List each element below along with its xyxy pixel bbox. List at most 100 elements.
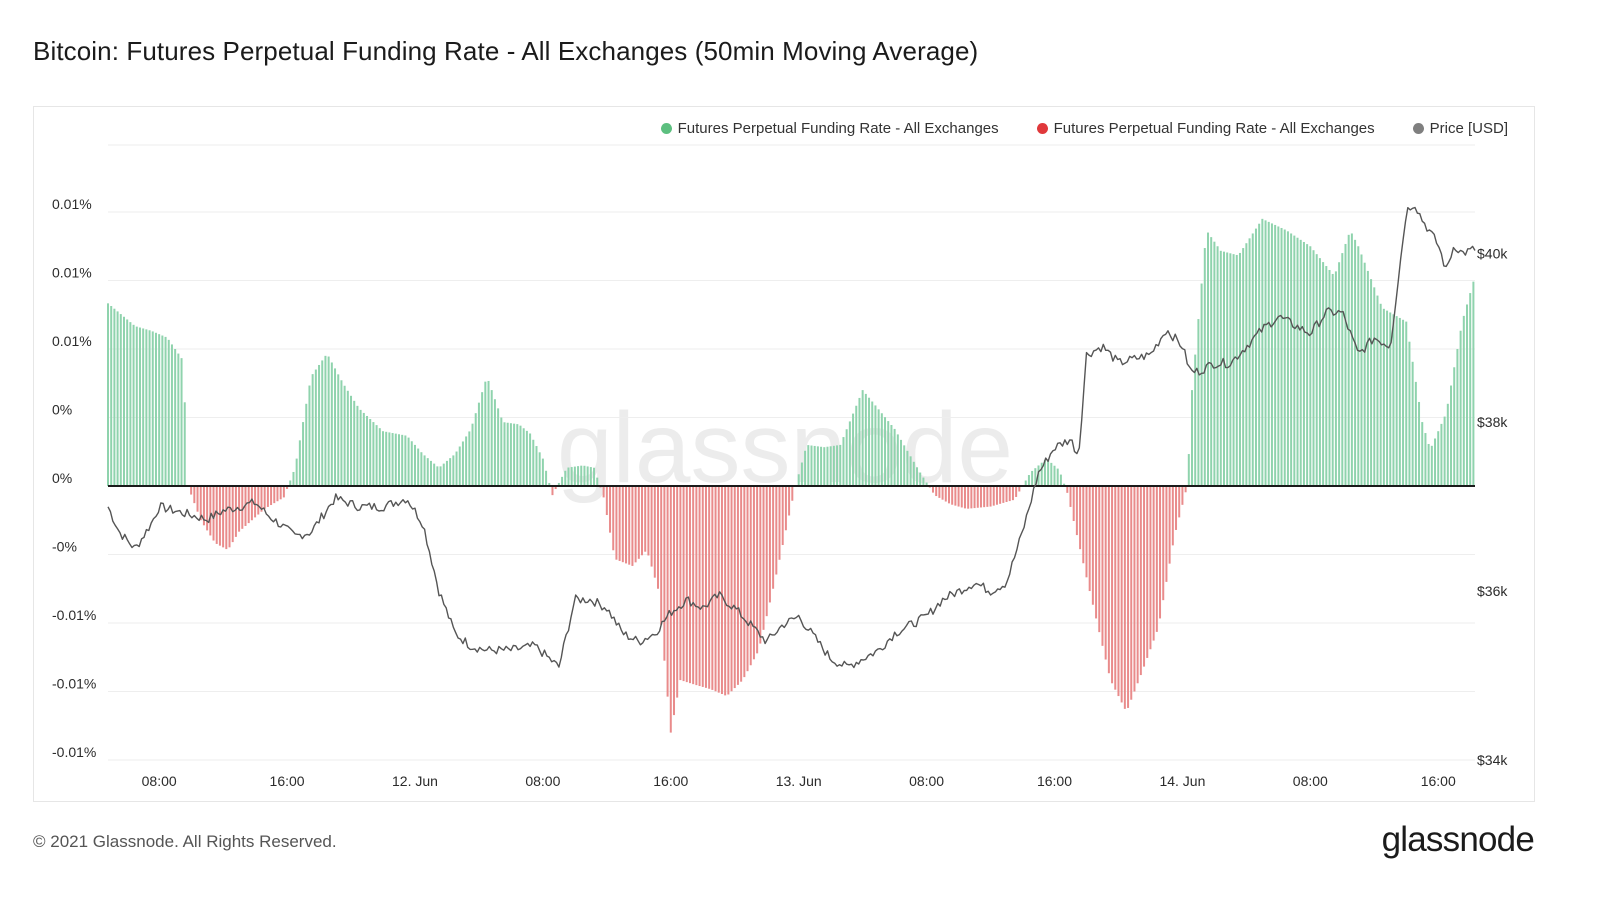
funding-bar-negative bbox=[1162, 486, 1165, 601]
funding-bar-positive bbox=[318, 364, 321, 486]
funding-bar-positive bbox=[1434, 438, 1437, 486]
funding-bar-positive bbox=[858, 397, 861, 486]
funding-bar-negative bbox=[1130, 486, 1133, 700]
copyright-text: © 2021 Glassnode. All Rights Reserved. bbox=[33, 832, 337, 851]
funding-bar-positive bbox=[1210, 237, 1213, 486]
funding-bar-negative bbox=[1171, 486, 1174, 546]
price-series bbox=[107, 206, 1476, 669]
funding-bar-positive bbox=[1031, 470, 1034, 486]
funding-bar-negative bbox=[1139, 486, 1142, 676]
funding-bar-positive bbox=[1037, 465, 1040, 486]
funding-bar-negative bbox=[1146, 486, 1149, 658]
funding-bar-negative bbox=[250, 486, 253, 521]
x-tick-label: 08:00 bbox=[909, 773, 944, 789]
funding-bar-negative bbox=[215, 486, 218, 544]
funding-bar-positive bbox=[1299, 239, 1302, 486]
funding-bar-positive bbox=[900, 439, 903, 486]
funding-bar-positive bbox=[1232, 254, 1235, 486]
funding-bar-positive bbox=[458, 446, 461, 486]
funding-bar-positive bbox=[452, 455, 455, 486]
x-tick-label: 12. Jun bbox=[392, 773, 438, 789]
funding-bar-negative bbox=[209, 486, 212, 536]
funding-bar-negative bbox=[749, 486, 752, 666]
funding-bar-positive bbox=[1430, 445, 1433, 486]
legend-label: Futures Perpetual Funding Rate - All Exc… bbox=[677, 120, 999, 137]
funding-bar-negative bbox=[1101, 486, 1104, 646]
funding-bar-positive bbox=[1254, 228, 1257, 486]
funding-bar-negative bbox=[247, 486, 250, 524]
funding-bar-negative bbox=[282, 486, 285, 498]
funding-bar-positive bbox=[305, 403, 308, 486]
funding-bar-positive bbox=[381, 431, 384, 486]
funding-bar-positive bbox=[366, 415, 369, 486]
funding-bar-positive bbox=[461, 441, 464, 486]
funding-bar-positive bbox=[561, 476, 564, 486]
funding-rate-bars bbox=[107, 218, 1475, 733]
funding-bar-negative bbox=[666, 486, 669, 697]
funding-bar-negative bbox=[1165, 486, 1168, 582]
funding-bar-positive bbox=[1286, 231, 1289, 486]
funding-bar-positive bbox=[583, 465, 586, 486]
funding-bar-negative bbox=[644, 486, 647, 552]
legend-item-funding-positive[interactable]: Futures Perpetual Funding Rate - All Exc… bbox=[660, 120, 999, 137]
funding-bar-positive bbox=[577, 466, 580, 486]
funding-bar-positive bbox=[586, 466, 589, 486]
funding-bar-positive bbox=[177, 353, 180, 486]
funding-bar-positive bbox=[922, 477, 925, 486]
funding-bar-positive bbox=[142, 328, 145, 486]
funding-bar-negative bbox=[241, 486, 244, 529]
funding-bar-positive bbox=[564, 470, 567, 486]
funding-bar-negative bbox=[554, 486, 557, 490]
funding-bar-negative bbox=[1104, 486, 1107, 660]
funding-bar-positive bbox=[433, 463, 436, 486]
funding-bar-negative bbox=[1120, 486, 1123, 703]
funding-bar-negative bbox=[1069, 486, 1072, 507]
funding-bar-positive bbox=[413, 444, 416, 486]
funding-bar-negative bbox=[983, 486, 986, 508]
funding-bar-negative bbox=[612, 486, 615, 551]
funding-bar-positive bbox=[538, 452, 541, 486]
funding-bar-positive bbox=[487, 380, 490, 486]
funding-bar-negative bbox=[260, 486, 263, 512]
funding-bar-negative bbox=[1079, 486, 1082, 550]
funding-bar-positive bbox=[1059, 474, 1062, 486]
funding-bar-negative bbox=[618, 486, 621, 561]
funding-bar-positive bbox=[893, 428, 896, 486]
funding-bar-negative bbox=[775, 486, 778, 575]
funding-bar-positive bbox=[513, 423, 516, 486]
funding-bar-positive bbox=[1053, 465, 1056, 486]
funding-bar-negative bbox=[724, 486, 727, 696]
funding-bar-positive bbox=[1290, 233, 1293, 486]
legend-item-price[interactable]: Price [USD] bbox=[1412, 120, 1508, 137]
funding-bar-positive bbox=[174, 349, 177, 486]
funding-bar-positive bbox=[289, 480, 292, 486]
funding-bar-positive bbox=[148, 330, 151, 486]
funding-bar-negative bbox=[1018, 486, 1021, 492]
funding-bar-negative bbox=[1123, 486, 1126, 709]
funding-bar-positive bbox=[321, 360, 324, 486]
price-line bbox=[107, 206, 1476, 669]
funding-bar-positive bbox=[1296, 237, 1299, 486]
funding-bar-negative bbox=[609, 486, 612, 533]
funding-bar-positive bbox=[890, 425, 893, 486]
funding-bar-negative bbox=[746, 486, 749, 672]
funding-bar-positive bbox=[804, 450, 807, 486]
funding-bar-positive bbox=[426, 458, 429, 486]
funding-bar-positive bbox=[1063, 483, 1066, 486]
funding-bar-positive bbox=[1363, 262, 1366, 486]
funding-bar-positive bbox=[158, 334, 161, 486]
legend-item-funding-negative[interactable]: Futures Perpetual Funding Rate - All Exc… bbox=[1036, 120, 1375, 137]
funding-bar-positive bbox=[1421, 422, 1424, 486]
funding-bar-positive bbox=[826, 446, 829, 486]
funding-bar-positive bbox=[1027, 475, 1030, 486]
funding-bar-negative bbox=[254, 486, 257, 518]
funding-bar-negative bbox=[615, 486, 618, 560]
funding-bar-negative bbox=[720, 486, 723, 695]
funding-bar-positive bbox=[1222, 251, 1225, 486]
funding-bar-negative bbox=[717, 486, 720, 693]
funding-bar-positive bbox=[529, 433, 532, 486]
funding-bar-positive bbox=[1197, 319, 1200, 486]
funding-bar-negative bbox=[1075, 486, 1078, 536]
funding-bar-negative bbox=[740, 486, 743, 682]
funding-bar-positive bbox=[356, 405, 359, 486]
